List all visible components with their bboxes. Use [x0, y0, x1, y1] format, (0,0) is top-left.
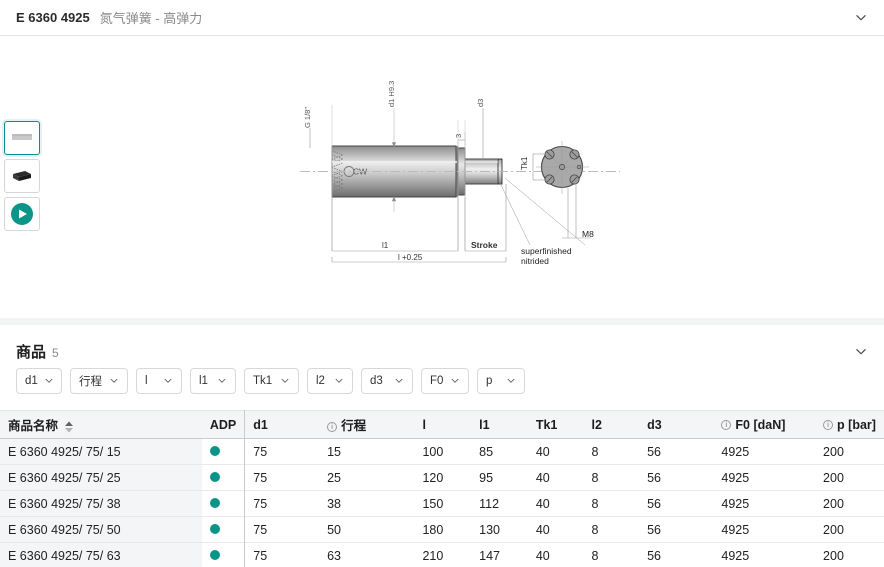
- svg-text:d3: d3: [476, 99, 485, 107]
- svg-text:nitrided: nitrided: [521, 256, 549, 266]
- svg-text:l +0.25: l +0.25: [398, 253, 423, 262]
- svg-text:Tk1: Tk1: [520, 156, 529, 170]
- svg-text:l1: l1: [382, 241, 389, 250]
- svg-text:Stroke: Stroke: [471, 240, 498, 250]
- svg-text:superfinished: superfinished: [521, 246, 572, 256]
- svg-text:M8: M8: [582, 229, 594, 239]
- svg-text:d1 H9.3: d1 H9.3: [387, 81, 396, 107]
- svg-text:3: 3: [454, 134, 463, 138]
- svg-text:G 1/8": G 1/8": [303, 107, 312, 128]
